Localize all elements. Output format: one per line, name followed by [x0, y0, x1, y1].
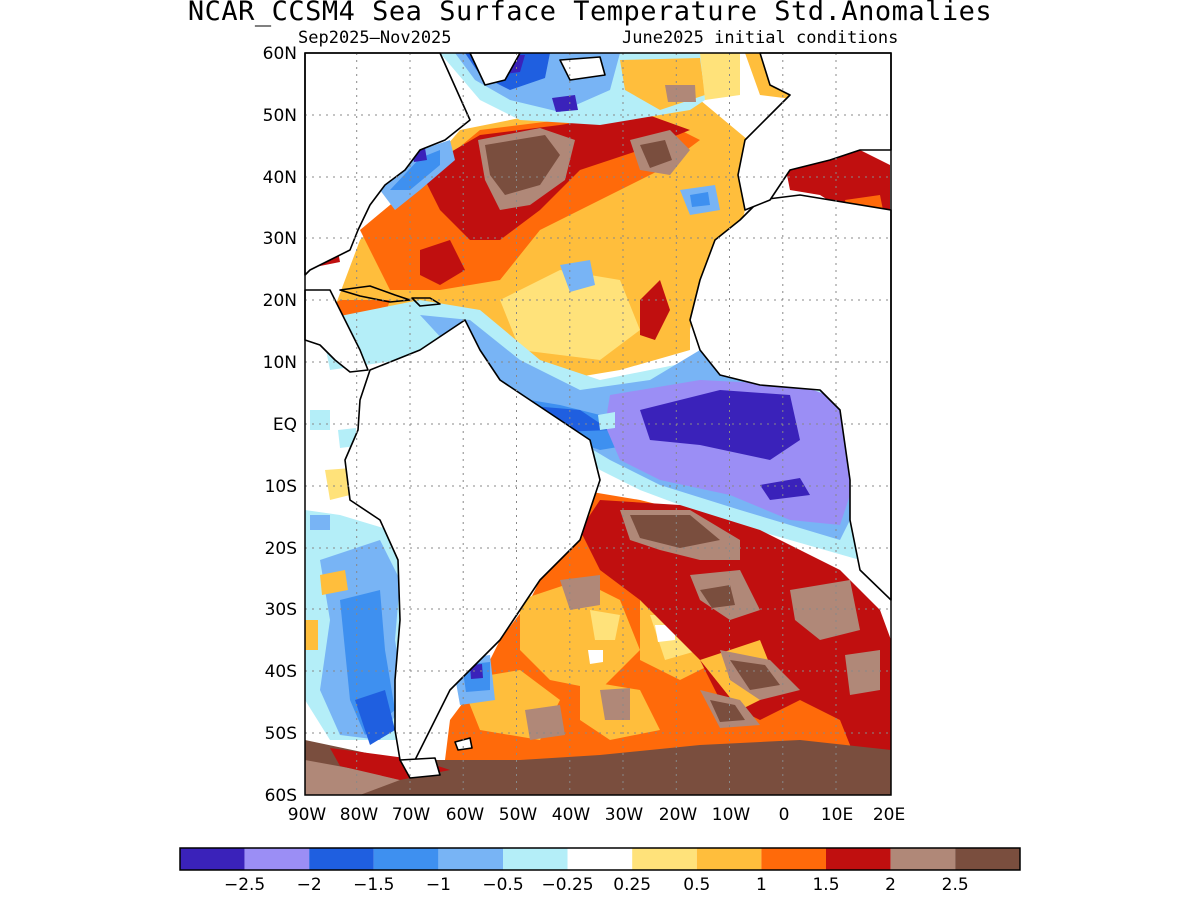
colorbar-label: 0.5	[683, 875, 710, 895]
forecast-period: Sep2025–Nov2025	[298, 28, 452, 48]
colorbar-label: −1.5	[353, 875, 394, 895]
north-america-land	[304, 52, 471, 276]
colorbar-swatch	[373, 848, 439, 870]
colorbar-label: 1	[756, 875, 767, 895]
lat-label: 40N	[263, 168, 297, 188]
lon-label: 10E	[821, 805, 853, 825]
land-masses	[304, 52, 892, 779]
tierra-del-fuego-land	[399, 757, 441, 779]
s-atlantic-red	[580, 500, 891, 770]
lon-label: 70W	[392, 805, 431, 825]
colorbar-label: −0.25	[542, 875, 594, 895]
map-field	[305, 53, 891, 795]
lat-label: 60S	[265, 786, 297, 806]
colorbar-swatch	[309, 848, 374, 870]
colorbar-swatch	[761, 848, 826, 870]
lon-label: 60W	[446, 805, 485, 825]
colorbar-swatch	[632, 848, 697, 870]
lat-label: 50S	[265, 724, 297, 744]
iceland-land	[559, 56, 606, 81]
colorbar-swatch	[567, 848, 633, 870]
colorbar-swatch	[503, 848, 568, 870]
colorbar-label: −1	[426, 875, 451, 895]
colorbar-label: −2	[297, 875, 322, 895]
hispaniola-land	[411, 297, 441, 307]
map-frame	[304, 52, 892, 796]
lat-label: 10N	[263, 353, 297, 373]
colorbar-label: −2.5	[224, 875, 265, 895]
lat-label: 50N	[263, 106, 297, 126]
lon-label: 40W	[552, 805, 591, 825]
colorbar-swatch	[826, 848, 891, 870]
lat-label: 40S	[265, 662, 297, 682]
lat-label: 60N	[263, 44, 297, 64]
colorbar-swatch	[955, 848, 1020, 870]
falklands-land	[454, 737, 473, 751]
colorbar-swatch	[696, 848, 762, 870]
colorbar-swatch	[438, 848, 503, 870]
colorbar-label: 0.25	[613, 875, 651, 895]
colorbar-label: 1.5	[812, 875, 839, 895]
initial-conditions: June2025 initial conditions	[622, 28, 899, 48]
lat-label: 20N	[263, 291, 297, 311]
lat-label: 30N	[263, 229, 297, 249]
map-grid	[305, 53, 891, 795]
europe-land	[737, 52, 892, 211]
southern-ocean-brown	[305, 740, 891, 795]
chart-title: NCAR_CCSM4 Sea Surface Temperature Std.A…	[187, 0, 993, 27]
colorbar-label: 2.5	[942, 875, 969, 895]
colorbar-swatch	[244, 848, 310, 870]
lon-label: 50W	[499, 805, 538, 825]
central-america-land	[304, 289, 369, 373]
lon-label: 90W	[288, 805, 327, 825]
lon-label: 30W	[605, 805, 644, 825]
lat-label: EQ	[273, 415, 297, 435]
lon-label: 10W	[712, 805, 751, 825]
lon-label: 20E	[873, 805, 905, 825]
south-america-land	[344, 319, 601, 771]
colorbar-swatch	[180, 848, 245, 870]
lon-label: 0	[779, 805, 790, 825]
lon-label: 20W	[659, 805, 698, 825]
lon-label: 80W	[340, 805, 379, 825]
lat-label: 30S	[265, 600, 297, 620]
lat-label: 10S	[265, 477, 297, 497]
colorbar-label: 2	[885, 875, 896, 895]
colorbar: −2.5 −2 −1.5 −1 −0.5 −0.25 0.25 0.5 1 1.…	[179, 847, 1021, 895]
lat-label: 20S	[265, 539, 297, 559]
colorbar-swatch	[890, 848, 956, 870]
colorbar-label: −0.5	[482, 875, 523, 895]
